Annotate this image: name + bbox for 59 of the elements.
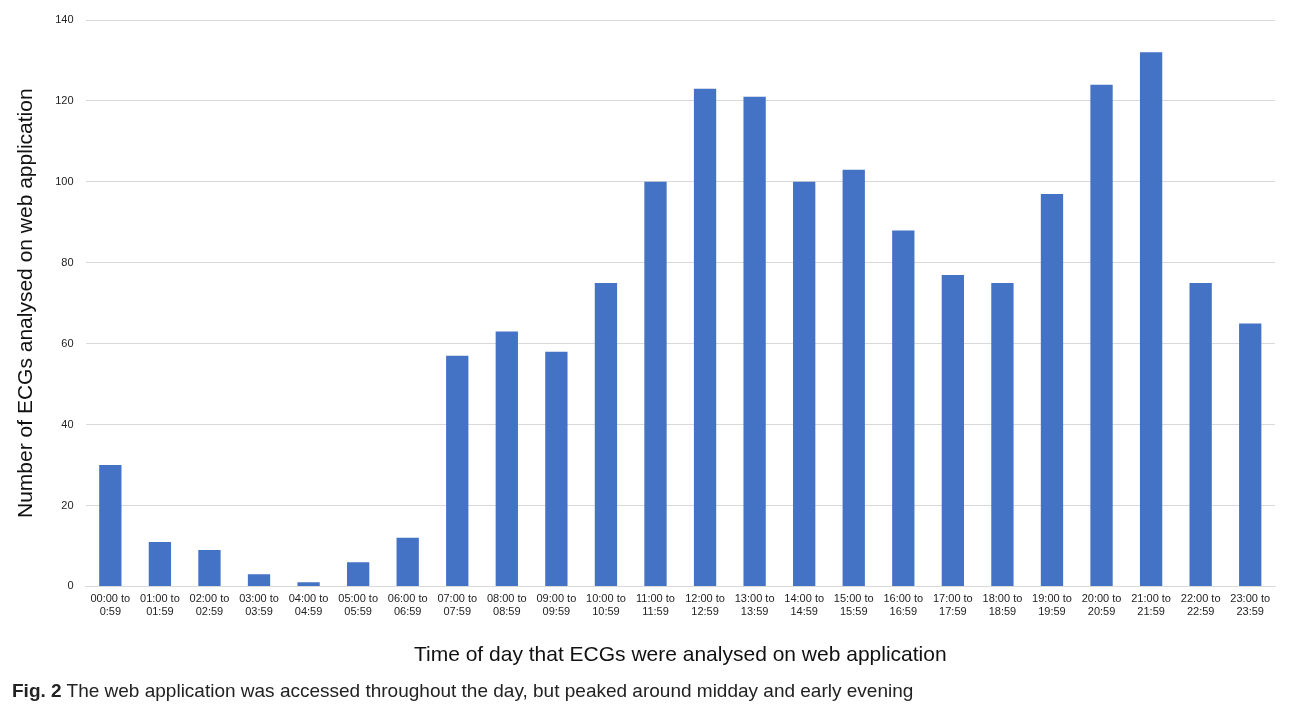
x-tick-label: 00:00 to 0:59	[90, 592, 131, 618]
x-tick-label: 13:00 to 13:59	[734, 592, 775, 618]
x-tick-label: 20:00 to 20:59	[1081, 592, 1122, 618]
x-tick-label: 19:00 to 19:59	[1032, 592, 1072, 618]
bar	[594, 282, 618, 586]
bar	[396, 537, 419, 586]
bar	[346, 562, 370, 586]
x-tick-label: 05:00 to 05:59	[338, 592, 379, 618]
bar	[1040, 193, 1064, 586]
x-tick-label: 17:00 to 17:59	[932, 592, 973, 618]
y-tick-label: 120	[55, 93, 74, 106]
bar	[842, 169, 865, 586]
x-tick-label: 10:00 to 10:59	[586, 592, 626, 618]
x-tick-label: 08:00 to 08:59	[486, 592, 527, 618]
x-tick-label: 23:00 to 23:59	[1230, 592, 1271, 618]
x-tick-label: 22:00 to 22:59	[1180, 592, 1221, 618]
x-tick-label: 09:00 to 09:59	[536, 592, 577, 618]
x-tick-label: 15:00 to 15:59	[833, 592, 874, 618]
bar	[693, 88, 717, 586]
x-axis-title: Time of day that ECGs were analysed on web application	[413, 642, 947, 666]
x-tick-label: 18:00 to 18:59	[982, 592, 1023, 618]
bar	[198, 549, 221, 586]
bar	[1239, 323, 1262, 586]
bar	[495, 331, 518, 586]
y-tick-label: 0	[67, 579, 74, 592]
caption: Fig. 2 The web application was accessed throughout the day, but peaked around midday and early evening	[12, 680, 914, 702]
y-tick-label: 140	[55, 13, 74, 26]
bar	[148, 541, 172, 586]
x-tick-label: 21:00 to 21:59	[1131, 592, 1171, 618]
x-tick-label: 02:00 to 02:59	[189, 592, 230, 618]
x-tick-label: 16:00 to 16:59	[883, 592, 924, 618]
bar	[247, 574, 271, 586]
bar	[1189, 282, 1212, 586]
x-tick-label: 06:00 to 06:59	[387, 592, 428, 618]
bar	[941, 274, 965, 586]
bar	[793, 181, 816, 586]
x-tick-label: 03:00 to 03:59	[239, 592, 279, 618]
bar	[99, 465, 122, 586]
x-tick-label: 04:00 to 04:59	[288, 592, 329, 618]
y-tick-label: 40	[61, 417, 74, 430]
bar	[1090, 84, 1113, 586]
y-tick-label: 60	[61, 336, 74, 349]
bar	[743, 96, 766, 586]
x-tick-label: 07:00 to 07:59	[437, 592, 478, 618]
y-tick-label: 80	[61, 255, 74, 268]
bar	[297, 582, 320, 586]
bar	[545, 351, 568, 586]
x-tick-label: 11:00 to 11:59	[636, 592, 675, 618]
bar	[991, 282, 1014, 586]
y-axis-title: Number of ECGs analysed on web application	[13, 88, 37, 518]
bar	[446, 355, 469, 586]
bar	[892, 230, 915, 586]
bar	[644, 181, 667, 586]
y-tick-label: 20	[61, 498, 74, 511]
x-tick-label: 14:00 to 14:59	[784, 592, 825, 618]
y-tick-label: 100	[55, 174, 74, 187]
bar	[1139, 52, 1163, 586]
x-tick-label: 12:00 to 12:59	[685, 592, 725, 618]
x-tick-label: 01:00 to 01:59	[140, 592, 180, 618]
